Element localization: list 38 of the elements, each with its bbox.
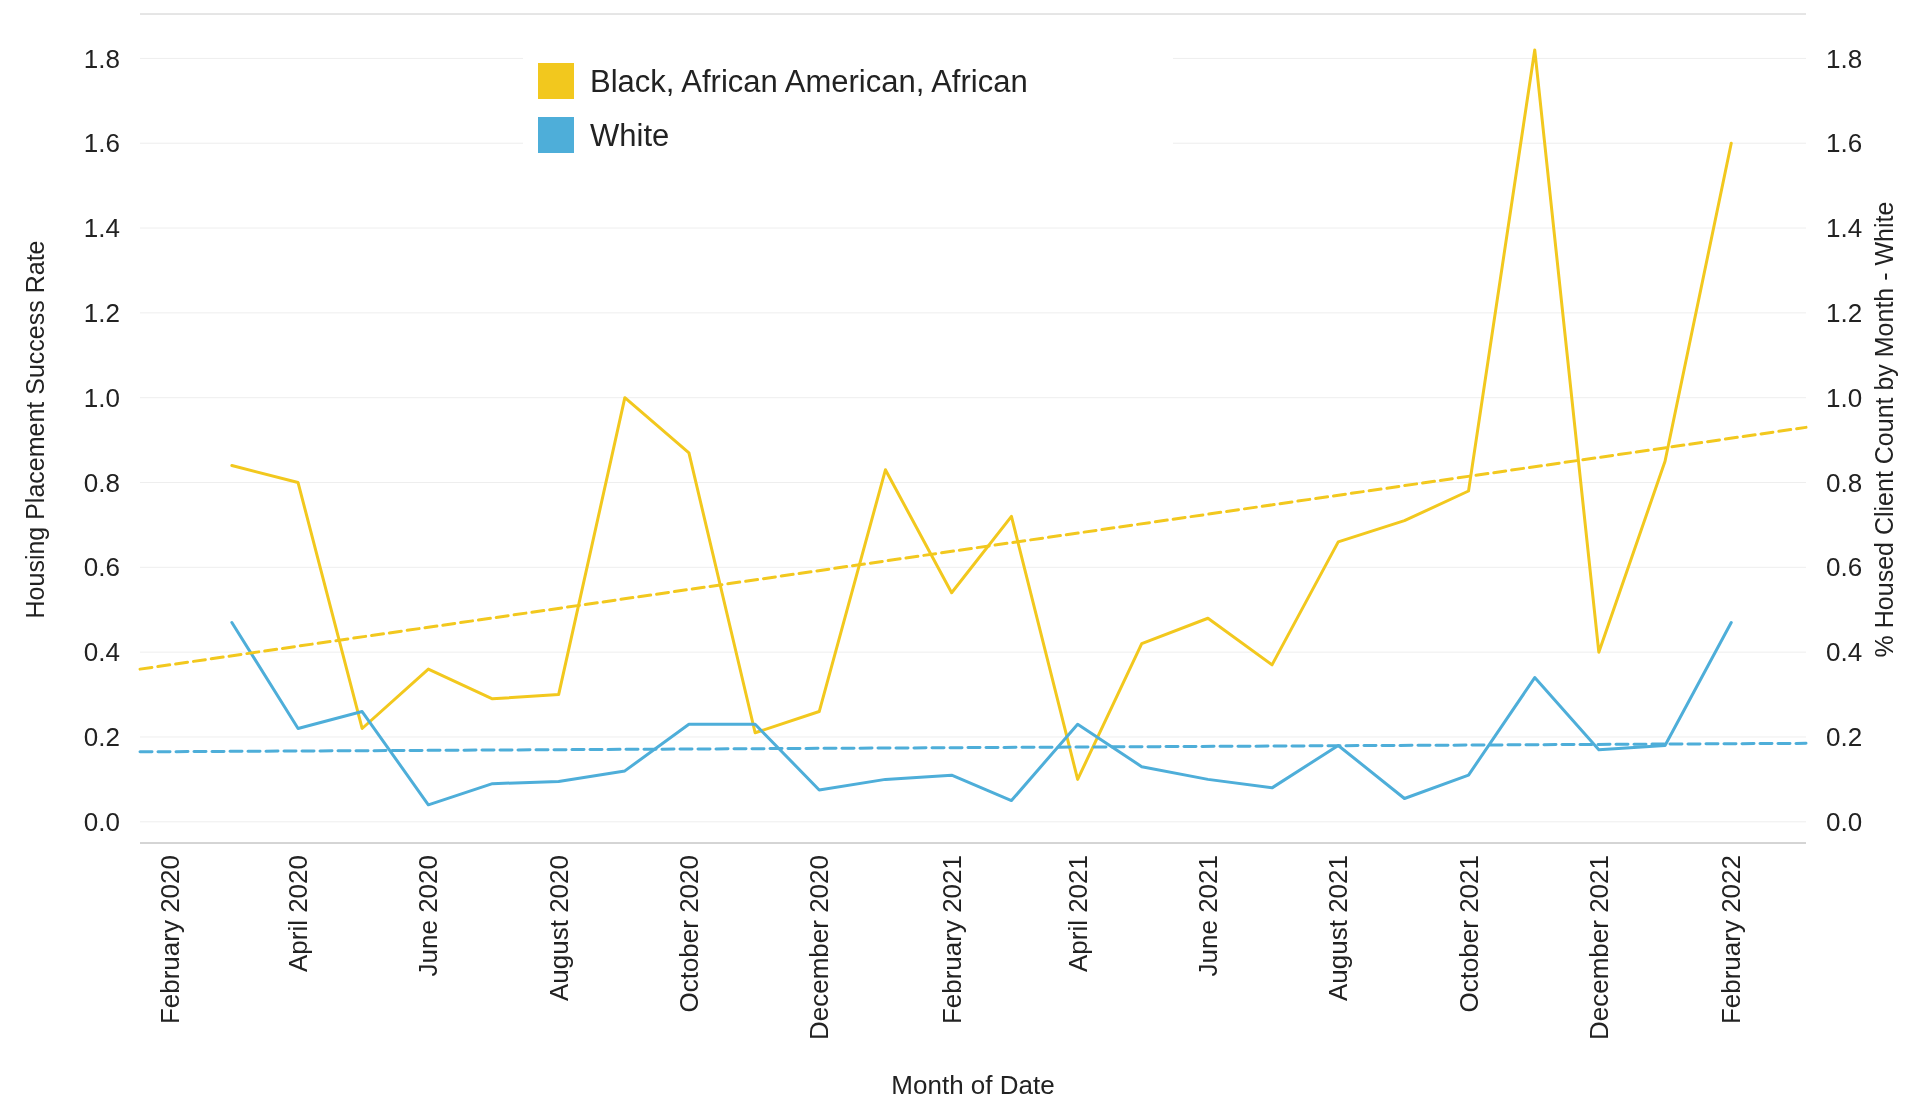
y2-tick-label: 1.4 — [1826, 213, 1863, 244]
y-tick-label: 0.0 — [83, 806, 120, 837]
x-tick-label: February 2020 — [155, 855, 185, 1025]
y2-tick-label: 0.6 — [1826, 552, 1863, 583]
y2-tick-label: 0.0 — [1826, 806, 1863, 837]
y-tick-label: 1.8 — [83, 43, 120, 74]
y-axis-title: Housing Placement Success Rate — [21, 240, 49, 619]
x-tick-label: August 2021 — [1323, 855, 1354, 1002]
x-tick-label: October 2020 — [674, 855, 705, 1013]
y2-axis-title: % Housed Client Count by Month - White — [1870, 201, 1898, 658]
y-tick-label: 0.4 — [83, 637, 120, 668]
y2-tick-label: 0.4 — [1826, 637, 1863, 668]
y2-tick-label: 1.6 — [1826, 128, 1863, 159]
y-tick-label: 0.2 — [83, 722, 120, 753]
x-tick-label: April 2021 — [1062, 855, 1093, 973]
x-tick-label: December 2020 — [804, 855, 835, 1040]
x-tick-label: February 2022 — [1716, 855, 1747, 1025]
legend-label: Black, African American, African — [590, 63, 1028, 99]
y-tick-label: 0.8 — [83, 467, 120, 498]
x-tick-label: December 2021 — [1583, 855, 1614, 1040]
y-tick-label: 1.0 — [83, 382, 120, 413]
x-tick-label: August 2020 — [543, 855, 574, 1002]
y-tick-label: 1.2 — [83, 297, 120, 328]
x-tick-label: February 2021 — [936, 855, 967, 1025]
x-tick-label: October 2021 — [1453, 855, 1484, 1013]
y2-tick-label: 0.2 — [1826, 722, 1863, 753]
y2-tick-label: 0.8 — [1826, 467, 1863, 498]
x-tick-label: June 2021 — [1193, 855, 1224, 977]
legend-label: White — [590, 117, 670, 153]
y2-tick-label: 1.0 — [1826, 382, 1863, 413]
y-tick-label: 0.6 — [83, 552, 120, 583]
x-tick-label: June 2020 — [413, 855, 444, 977]
y-tick-label: 1.4 — [83, 213, 120, 244]
x-axis-title: Month of Date — [891, 1070, 1055, 1100]
x-tick-label: April 2020 — [283, 855, 314, 973]
y2-tick-label: 1.8 — [1826, 43, 1863, 74]
y2-tick-label: 1.2 — [1826, 297, 1863, 328]
y-tick-label: 1.6 — [83, 128, 120, 159]
